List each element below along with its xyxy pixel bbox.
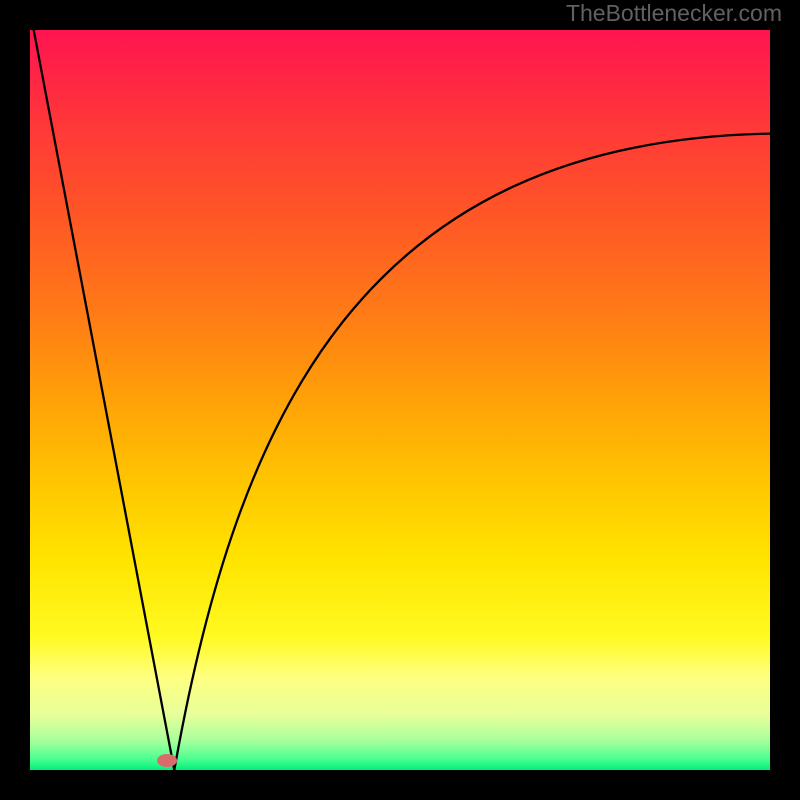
plot-area: [30, 30, 770, 770]
chart-root: TheBottlenecker.com: [0, 0, 800, 800]
bottleneck-curve: [30, 30, 770, 770]
watermark-text: TheBottlenecker.com: [566, 0, 782, 27]
optimum-marker: [157, 754, 177, 767]
